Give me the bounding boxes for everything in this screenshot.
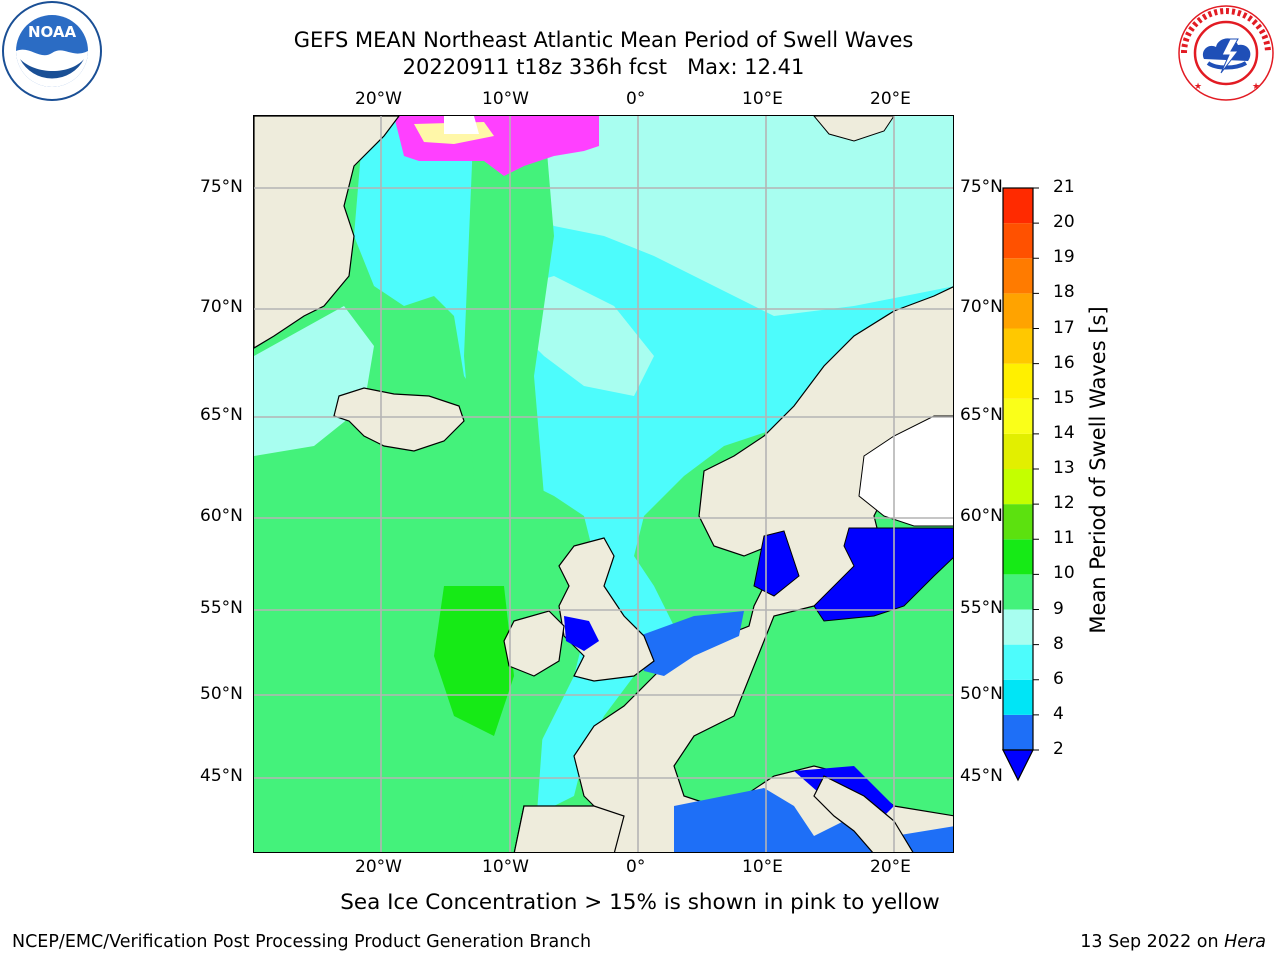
- noaa-logo: NOAA: [2, 1, 102, 101]
- noaa-logo-text: NOAA: [28, 23, 77, 41]
- map-svg: [254, 116, 953, 852]
- colorbar-tick-label: 4: [1053, 703, 1064, 724]
- colorbar-tick-label: 15: [1053, 387, 1075, 408]
- colorbar-tick-label: 13: [1053, 458, 1075, 478]
- lat-label-left: 55°N: [200, 598, 243, 618]
- colorbar-tick-label: 8: [1053, 633, 1064, 654]
- lat-label-left: 75°N: [200, 177, 243, 197]
- sea-ice-white: [444, 116, 479, 134]
- swell-zone-lightcyan: [474, 116, 953, 316]
- sea-irish: [564, 616, 599, 651]
- colorbar-segment: [1003, 574, 1033, 610]
- colorbar-segment: [1003, 188, 1033, 224]
- lat-label-right: 70°N: [960, 297, 1003, 317]
- sea-ice-caption: Sea Ice Concentration > 15% is shown in …: [340, 890, 940, 915]
- lat-label-left: 60°N: [200, 506, 243, 526]
- colorbar-segment: [1003, 679, 1033, 715]
- colorbar-segment: [1003, 469, 1033, 505]
- colorbar-tick-label: 20: [1053, 212, 1075, 233]
- land-italy: [813, 775, 914, 852]
- lat-label-right: 55°N: [960, 598, 1003, 618]
- lat-label-right: 60°N: [960, 506, 1003, 526]
- colorbar-tick-label: 21: [1053, 177, 1075, 197]
- swell-band-darkgreen: [434, 586, 514, 736]
- lat-label-right: 75°N: [960, 177, 1003, 197]
- land-iceland: [333, 387, 465, 452]
- land-unfilled: [858, 415, 953, 527]
- lat-label-left: 45°N: [200, 766, 243, 786]
- sea-baltic: [813, 527, 953, 622]
- colorbar-tick-label: 10: [1053, 563, 1075, 584]
- graticule: [254, 116, 953, 852]
- nws-logo: ★ ★: [1176, 3, 1276, 103]
- lon-label-bottom: 10°E: [742, 857, 783, 877]
- lat-label-left: 65°N: [200, 405, 243, 425]
- colorbar-tick-label: 17: [1053, 317, 1075, 338]
- footer-credit: NCEP/EMC/Verification Post Processing Pr…: [12, 932, 592, 952]
- lon-label-top: 0°: [626, 89, 646, 109]
- svg-text:★: ★: [1194, 82, 1202, 92]
- colorbar-segment: [1003, 258, 1033, 294]
- colorbar-tick-label: 18: [1053, 282, 1075, 303]
- lon-label-bottom: 20°E: [870, 857, 911, 877]
- colorbar-extend-arrow: [1002, 749, 1034, 782]
- colorbar-segment: [1003, 714, 1033, 750]
- colorbar: [1000, 186, 1040, 786]
- colorbar-segment: [1003, 293, 1033, 329]
- colorbar-segment: [1003, 223, 1033, 259]
- lon-label-top: 20°W: [355, 89, 402, 109]
- footer-date-text: 13 Sep 2022 on: [1080, 932, 1225, 952]
- sea-channel: [639, 611, 744, 676]
- land-iberia: [513, 805, 625, 852]
- colorbar-segment: [1003, 609, 1033, 645]
- lon-label-bottom: 0°: [626, 857, 646, 877]
- lat-label-left: 50°N: [200, 684, 243, 704]
- lat-label-left: 70°N: [200, 297, 243, 317]
- colorbar-segment: [1003, 433, 1033, 469]
- chart-title: GEFS MEAN Northeast Atlantic Mean Period…: [293, 28, 914, 52]
- chart-subtitle: 20220911 t18z 336h fcst Max: 12.41: [402, 55, 805, 79]
- land-greenland: [254, 116, 400, 349]
- colorbar-segment: [1003, 398, 1033, 434]
- colorbar-tick-label: 16: [1053, 352, 1075, 373]
- lat-label-right: 65°N: [960, 405, 1003, 425]
- colorbar-title: Mean Period of Swell Waves [s]: [1086, 306, 1110, 634]
- lat-label-right: 50°N: [960, 684, 1003, 704]
- colorbar-tick-label: 19: [1053, 247, 1075, 268]
- colorbar-segment: [1003, 328, 1033, 364]
- colorbar-segment: [1003, 504, 1033, 540]
- footer-date: 13 Sep 2022 on Hera: [1080, 932, 1266, 952]
- land-ireland: [503, 610, 565, 677]
- lat-label-right: 45°N: [960, 766, 1003, 786]
- colorbar-segment: [1003, 644, 1033, 680]
- lon-label-top: 10°W: [482, 89, 529, 109]
- colorbar-segment: [1003, 539, 1033, 575]
- colorbar-tick-label: 9: [1053, 598, 1064, 619]
- colorbar-tick-label: 14: [1053, 422, 1075, 443]
- colorbar-svg: [1002, 187, 1039, 782]
- map-panel[interactable]: [253, 115, 954, 853]
- svg-text:★: ★: [1252, 82, 1260, 92]
- footer-machine: Hera: [1224, 932, 1266, 952]
- colorbar-tick-label: 11: [1053, 528, 1075, 549]
- colorbar-tick-label: 12: [1053, 493, 1075, 514]
- land-svalbard: [813, 116, 895, 142]
- colorbar-tick-label: 2: [1053, 739, 1064, 759]
- lon-label-top: 20°E: [870, 89, 911, 109]
- colorbar-tick-label: 6: [1053, 668, 1064, 689]
- lon-label-bottom: 20°W: [355, 857, 402, 877]
- lon-label-bottom: 10°W: [482, 857, 529, 877]
- lon-label-top: 10°E: [742, 89, 783, 109]
- colorbar-segment: [1003, 363, 1033, 399]
